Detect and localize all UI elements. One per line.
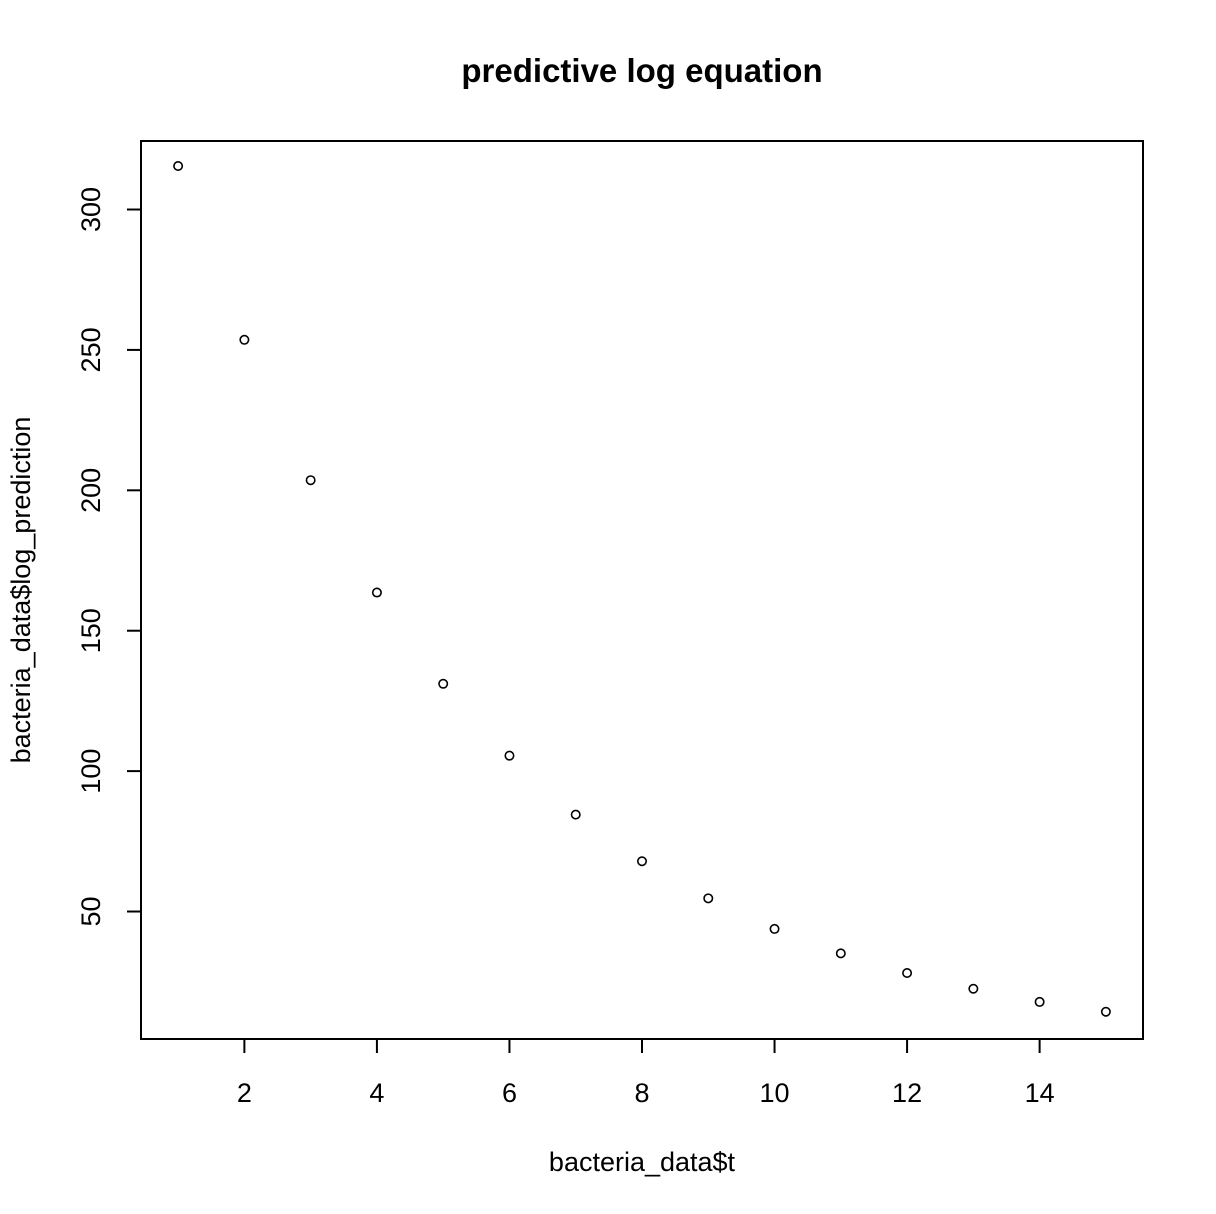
y-tick-label: 50 [76, 896, 106, 926]
y-tick-label: 200 [76, 468, 106, 513]
y-tick-label: 150 [76, 608, 106, 653]
data-point [239, 334, 250, 345]
data-point [703, 893, 714, 904]
x-tick-label: 8 [634, 1078, 649, 1108]
y-tick-label: 250 [76, 327, 106, 372]
data-point [570, 809, 581, 820]
x-tick-label: 12 [892, 1078, 922, 1108]
data-point [371, 587, 382, 598]
data-point [173, 160, 184, 171]
x-axis-label: bacteria_data$t [549, 1147, 736, 1177]
x-tick-label: 10 [760, 1078, 790, 1108]
y-axis-label: bacteria_data$log_prediction [6, 417, 36, 764]
x-tick-label: 2 [237, 1078, 252, 1108]
plot-frame [140, 140, 1144, 1040]
x-axis: 2 4 6 8 10 12 14 [237, 1038, 1055, 1108]
data-point [636, 856, 647, 867]
data-point [968, 983, 979, 994]
x-tick-label: 4 [369, 1078, 384, 1108]
data-point [769, 923, 780, 934]
chart-title: predictive log equation [461, 52, 822, 89]
data-point [305, 475, 316, 486]
data-point [1100, 1006, 1111, 1017]
x-tick-label: 6 [502, 1078, 517, 1108]
y-tick-label: 100 [76, 749, 106, 794]
y-axis: 50 100 150 200 250 300 [76, 187, 142, 927]
data-points [173, 160, 1111, 1017]
data-point [1034, 996, 1045, 1007]
data-point [835, 948, 846, 959]
data-point [504, 750, 515, 761]
y-tick-label: 300 [76, 187, 106, 232]
data-point [438, 678, 449, 689]
data-point [902, 968, 913, 979]
x-tick-label: 14 [1025, 1078, 1055, 1108]
